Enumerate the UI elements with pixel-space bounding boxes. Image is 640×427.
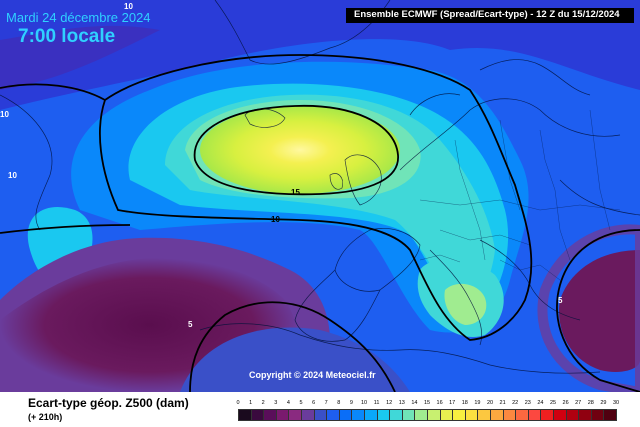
scale-tick-label: 14 [411, 400, 418, 406]
copyright-text: Copyright © 2024 Meteociel.fr [249, 370, 376, 380]
scale-tick-label: 6 [312, 400, 316, 406]
scale-tick-label: 17 [449, 400, 456, 406]
scale-tick-label: 9 [349, 400, 353, 406]
scale-tick-label: 20 [486, 400, 494, 406]
scale-tick-label: 4 [286, 400, 290, 406]
forecast-local-time: 7:00 locale [18, 26, 116, 47]
scale-tick-label: 7 [324, 400, 328, 406]
scale-color-cell [452, 409, 466, 421]
isoline-10 [0, 54, 533, 341]
scale-color-cell [490, 409, 504, 421]
scale-tick-label: 27 [575, 400, 582, 406]
scale-tick-label: 21 [499, 400, 506, 406]
scale-color-cell [263, 409, 277, 421]
scale-color-cell [250, 409, 265, 421]
scale-color-cell [553, 409, 567, 421]
model-info-text: Ensemble ECMWF (Spread/Ecart-type) - 12 … [354, 9, 620, 20]
scale-tick-label: 26 [562, 400, 569, 406]
scale-color-cell [578, 409, 592, 421]
scale-tick-label: 8 [337, 400, 341, 406]
scale-tick-label: 12 [386, 400, 393, 406]
scale-color-cell [439, 409, 454, 421]
scale-tick-label: 24 [537, 400, 544, 406]
parameter-title: Ecart-type géop. Z500 (dam) [28, 396, 189, 410]
scale-color-cell [376, 409, 391, 421]
scale-color-cell [464, 409, 479, 421]
contour-label: 10 [0, 110, 9, 119]
scale-color-cell [540, 409, 554, 421]
spread-maximum-core [200, 106, 400, 194]
scale-color-cell [527, 409, 542, 421]
scale-tick-label: 13 [398, 400, 405, 406]
scale-color-cell [238, 409, 252, 421]
scale-color-cell [414, 409, 428, 421]
scale-color-cell [389, 409, 403, 421]
scale-color-cell [427, 409, 441, 421]
scale-color-cell [275, 409, 290, 421]
field-band-north [0, 0, 640, 110]
coastlines [0, 0, 640, 374]
scale-color-cell [590, 409, 605, 421]
scale-tick-label: 30 [612, 400, 620, 406]
scale-color-cell [326, 409, 340, 421]
scale-tick-label: 16 [436, 400, 443, 406]
scale-color-cell [351, 409, 365, 421]
contour-label: 10 [124, 2, 133, 11]
scale-tick-label: 22 [512, 400, 519, 406]
contour-label: 5 [188, 320, 193, 329]
isoline-15 [193, 105, 399, 196]
scale-tick-label: 19 [474, 400, 481, 406]
scale-color-cell [364, 409, 378, 421]
contour-label: 15 [291, 188, 300, 197]
scale-tick-label: 0 [236, 400, 240, 406]
contour-label: 10 [271, 215, 280, 224]
isoline-10-south [0, 224, 131, 234]
scale-tick-label: 28 [587, 400, 594, 406]
scale-color-cell [401, 409, 416, 421]
field-low-east [559, 250, 640, 372]
scale-tick-label: 15 [423, 400, 431, 406]
scale-color-cell [301, 409, 315, 421]
scale-color-cell [515, 409, 529, 421]
scale-color-cell [313, 409, 328, 421]
scale-tick-label: 3 [274, 400, 278, 406]
scale-tick-label: 25 [549, 400, 557, 406]
isoline-5-east [556, 229, 640, 392]
field-low-east-ring [537, 224, 640, 392]
scale-color-cell [565, 409, 580, 421]
field-patch-italy-core [444, 283, 487, 325]
scale-tick-label: 29 [600, 400, 607, 406]
scale-tick-label: 2 [261, 400, 265, 406]
spread-map: 10 10 10 15 10 5 5 [0, 0, 640, 392]
field-low-south-band [180, 327, 410, 392]
scale-color-cell [603, 409, 617, 421]
scale-tick-label: 18 [461, 400, 468, 406]
scale-color-cell [288, 409, 302, 421]
lead-time: (+ 210h) [28, 412, 63, 422]
scale-tick-label: 11 [373, 400, 380, 406]
isolines [0, 54, 640, 392]
scale-tick-label: 10 [360, 400, 368, 406]
model-info-box [346, 8, 634, 23]
isoline-5-southwest [189, 301, 396, 392]
scale-tick-label: 1 [249, 400, 253, 406]
scale-color-cell [502, 409, 517, 421]
scale-tick-label: 5 [299, 400, 303, 406]
scale-color-cell [477, 409, 491, 421]
contour-label: 5 [558, 296, 563, 305]
scale-tick-label: 23 [524, 400, 531, 406]
forecast-date: Mardi 24 décembre 2024 [6, 10, 151, 25]
contour-label: 10 [8, 171, 17, 180]
scale-color-cell [338, 409, 353, 421]
field-band-northwest [0, 25, 160, 90]
